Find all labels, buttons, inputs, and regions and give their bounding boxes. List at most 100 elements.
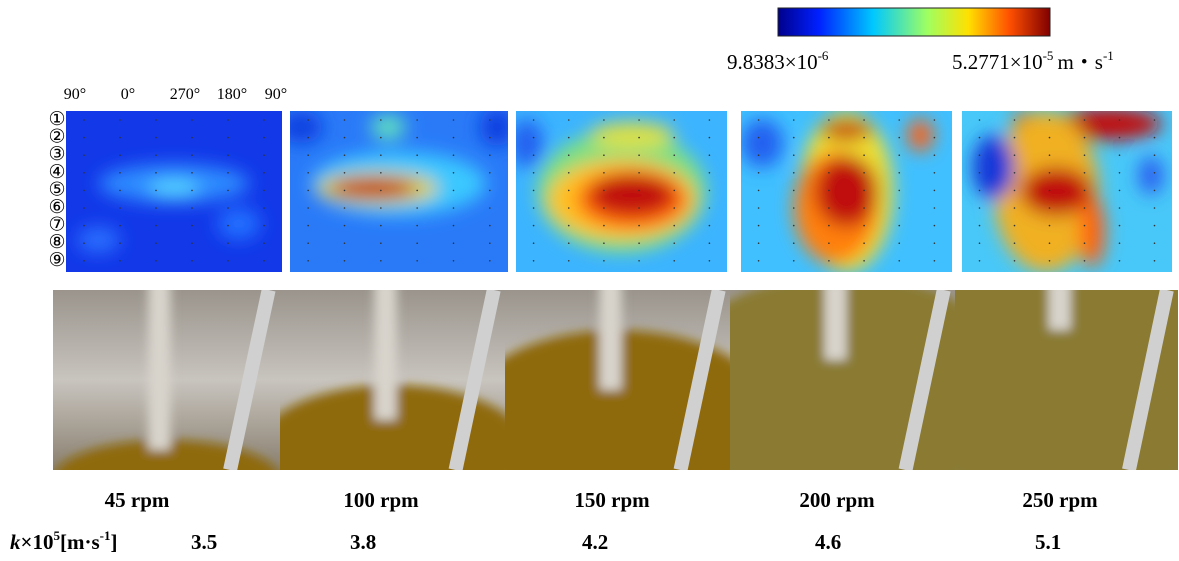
grid-dot xyxy=(155,207,157,209)
grid-dot xyxy=(792,242,795,244)
grid-dot xyxy=(191,224,193,227)
grid-dot xyxy=(792,207,795,209)
k-value: 4.6 xyxy=(815,530,841,554)
grid-dot xyxy=(1013,172,1016,174)
grid-dot xyxy=(757,119,760,121)
grid-dot xyxy=(227,242,229,244)
map-blob xyxy=(589,173,675,216)
velocity-map xyxy=(66,111,282,272)
grid-dot xyxy=(307,172,309,174)
grid-dot xyxy=(978,136,981,139)
grid-dot xyxy=(1153,154,1156,156)
grid-dot xyxy=(155,136,157,139)
grid-dot xyxy=(452,224,455,227)
grid-dot xyxy=(567,207,570,209)
grid-dot xyxy=(1048,224,1051,227)
grid-dot xyxy=(978,154,981,156)
grid-dot xyxy=(263,154,265,156)
grid-dot xyxy=(489,242,491,244)
grid-dot xyxy=(416,242,418,244)
grid-dot xyxy=(343,154,346,156)
grid-dot xyxy=(307,224,309,227)
liquid xyxy=(280,290,505,470)
grid-dot xyxy=(792,136,795,139)
grid-dot xyxy=(863,207,865,209)
grid-dot xyxy=(898,224,901,227)
grid-dot xyxy=(757,207,760,209)
map-blob xyxy=(821,120,872,140)
grid-dot xyxy=(380,154,382,156)
grid-dot xyxy=(1118,207,1121,209)
grid-dot xyxy=(828,224,830,227)
row-label: ② xyxy=(48,127,65,148)
grid-dot xyxy=(416,224,418,227)
grid-dot xyxy=(452,189,455,192)
grid-dot xyxy=(489,189,491,192)
grid-dot xyxy=(792,224,795,227)
grid-dot xyxy=(227,172,229,174)
grid-dot xyxy=(673,260,676,262)
grid-dot xyxy=(863,154,865,156)
grid-dot xyxy=(532,154,535,156)
grid-dot xyxy=(83,207,85,209)
grid-dot xyxy=(898,242,901,244)
grid-dot xyxy=(828,172,830,174)
grid-dot xyxy=(567,189,570,192)
text: ] xyxy=(110,530,117,554)
map-blob xyxy=(217,207,261,240)
grid-dot xyxy=(532,242,535,244)
liquid-surface xyxy=(955,290,1178,470)
angle-label: 90° xyxy=(64,86,86,103)
grid-dot xyxy=(307,154,309,156)
text: 5 xyxy=(53,528,60,543)
velocity-map xyxy=(962,111,1172,272)
grid-dot xyxy=(191,260,193,262)
grid-dot xyxy=(603,260,605,262)
text: 9.8383×10 xyxy=(727,50,818,74)
grid-dot xyxy=(898,154,901,156)
probe xyxy=(223,290,276,470)
text: k xyxy=(10,530,21,554)
grid-dot xyxy=(191,154,193,156)
grid-dot xyxy=(1153,172,1156,174)
grid-dot xyxy=(416,172,418,174)
speed-label: 250 rpm xyxy=(1022,488,1098,512)
map-blob xyxy=(148,180,200,197)
map-blob xyxy=(1020,167,1093,216)
grid-dot xyxy=(263,260,265,262)
grid-dot xyxy=(1048,136,1051,139)
grid-dot xyxy=(1118,119,1121,121)
speed-label: 45 rpm xyxy=(105,488,170,512)
grid-dot xyxy=(263,172,265,174)
grid-dot xyxy=(452,242,455,244)
grid-dot xyxy=(1048,119,1051,121)
grid-dot xyxy=(83,172,85,174)
grid-dot xyxy=(191,172,193,174)
text: -1 xyxy=(100,528,111,543)
grid-dot xyxy=(155,119,157,121)
grid-dot xyxy=(638,154,640,156)
grid-dot xyxy=(227,154,229,156)
grid-dot xyxy=(452,207,455,209)
row-label: ⑥ xyxy=(48,197,65,218)
grid-dot xyxy=(191,189,193,192)
grid-dot xyxy=(343,136,346,139)
liquid-surface xyxy=(505,330,730,470)
grid-dot xyxy=(828,242,830,244)
grid-dot xyxy=(343,260,346,262)
speed-label: 150 rpm xyxy=(574,488,650,512)
map-blob xyxy=(741,119,784,168)
grid-dot xyxy=(978,260,981,262)
grid-dot xyxy=(673,207,676,209)
photo-content xyxy=(280,290,505,470)
photo-content xyxy=(53,290,280,470)
map-blobs xyxy=(741,111,934,272)
grid-dot xyxy=(638,172,640,174)
grid-dot xyxy=(757,242,760,244)
probe xyxy=(898,290,951,470)
grid-dot xyxy=(708,154,711,156)
grid-dot xyxy=(638,224,640,227)
grid-dot xyxy=(119,136,121,139)
row-label: ⑧ xyxy=(48,232,65,253)
